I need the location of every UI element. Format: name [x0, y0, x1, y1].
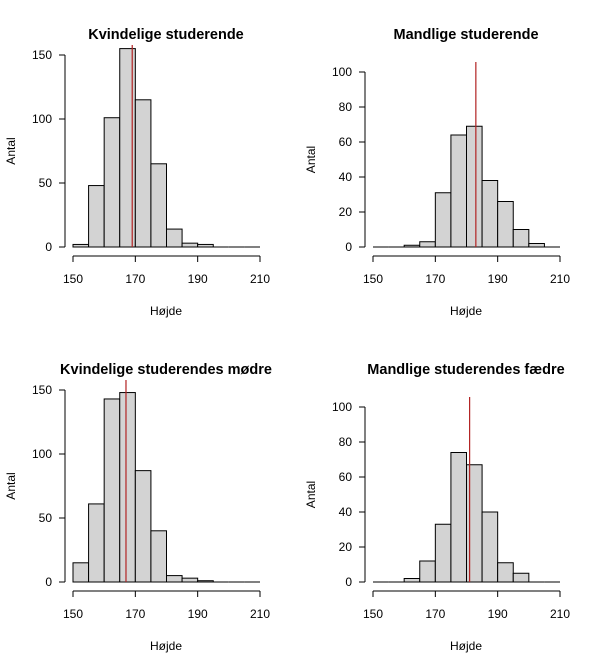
y-tick-label: 0	[45, 240, 52, 254]
x-tick-label: 190	[188, 607, 208, 621]
x-tick-label: 210	[550, 272, 570, 286]
histogram-bar	[481, 511, 499, 583]
histogram-bar	[497, 562, 514, 583]
y-tick-label: 50	[39, 511, 53, 525]
histogram-bar	[403, 578, 421, 583]
histogram-bar	[181, 577, 199, 583]
histogram-bar	[88, 185, 105, 248]
x-axis-label: Højde	[450, 304, 482, 318]
x-tick-label: 170	[425, 272, 445, 286]
y-tick-label: 100	[32, 447, 52, 461]
y-tick-label: 100	[332, 65, 352, 79]
x-axis-label: Højde	[150, 639, 182, 653]
y-tick-label: 20	[339, 540, 353, 554]
y-tick-label: 40	[339, 170, 353, 184]
histogram-bar	[72, 243, 90, 248]
histogram-bar	[450, 452, 467, 583]
histogram-bar	[134, 470, 152, 583]
x-tick-label: 210	[250, 607, 270, 621]
histogram-bar	[119, 392, 136, 583]
histogram-bar	[166, 228, 183, 248]
histogram-bar	[150, 530, 168, 583]
y-axis-label: Antal	[304, 146, 318, 173]
histogram-bar	[481, 180, 499, 248]
y-axis-label: Antal	[304, 481, 318, 508]
histogram-bar	[103, 398, 121, 583]
x-tick-label: 150	[363, 607, 383, 621]
x-tick-label: 170	[425, 607, 445, 621]
y-tick-label: 150	[32, 48, 52, 62]
x-tick-label: 190	[488, 272, 508, 286]
histogram-bar	[466, 464, 483, 583]
histogram-bar	[528, 243, 545, 248]
y-tick-label: 0	[45, 575, 52, 589]
y-axis-label: Antal	[4, 472, 18, 499]
y-axis-label: Antal	[4, 137, 18, 164]
x-tick-label: 190	[488, 607, 508, 621]
x-tick-label: 170	[125, 607, 145, 621]
y-tick-label: 40	[339, 505, 353, 519]
y-tick-label: 60	[339, 135, 353, 149]
y-tick-label: 60	[339, 470, 353, 484]
chart-title: Kvindelige studerende	[88, 27, 244, 43]
histogram-bar	[434, 192, 452, 248]
x-axis-label: Højde	[150, 304, 182, 318]
x-tick-label: 170	[125, 272, 145, 286]
histogram-bar	[72, 562, 90, 583]
histogram-bar	[497, 201, 514, 248]
x-axis-label: Højde	[450, 639, 482, 653]
histogram-bar	[434, 523, 452, 583]
x-tick-label: 150	[363, 272, 383, 286]
histogram-bar	[134, 99, 152, 248]
histogram-bar	[450, 134, 467, 248]
histogram-bar	[512, 572, 530, 583]
histogram-panel-2: Mandlige studerende 150 170 190 210 0 20 40 60 80…	[304, 27, 570, 318]
histogram-panel-3: Kvindelige studerendes mødre 150 170 190 210…	[4, 362, 272, 653]
y-tick-label: 0	[345, 575, 352, 589]
y-tick-label: 80	[339, 435, 353, 449]
y-tick-label: 80	[339, 100, 353, 114]
histogram-bar	[197, 243, 214, 248]
histogram-bar	[88, 503, 105, 583]
histogram-bar	[119, 48, 136, 248]
y-tick-label: 50	[39, 176, 53, 190]
histogram-bar	[103, 117, 121, 248]
histogram-bar	[419, 241, 436, 248]
histogram-panel-1: Kvindelige studerende 150 170 190 210 0 50 100 1…	[4, 27, 270, 318]
histogram-bar	[403, 244, 421, 248]
histogram-bar	[150, 163, 168, 248]
x-tick-label: 190	[188, 272, 208, 286]
histogram-bar	[166, 575, 183, 583]
y-tick-label: 20	[339, 205, 353, 219]
y-tick-label: 0	[345, 240, 352, 254]
x-tick-label: 210	[250, 272, 270, 286]
x-tick-label: 150	[63, 607, 83, 621]
y-tick-label: 150	[32, 383, 52, 397]
histogram-bar	[197, 580, 214, 583]
histogram-panel-4: Mandlige studerendes fædre 150 170 190 210 0 2…	[304, 362, 570, 653]
histogram-bar	[512, 229, 530, 248]
chart-title: Mandlige studerende	[393, 27, 538, 43]
histogram-bar	[181, 242, 199, 248]
y-tick-label: 100	[32, 112, 52, 126]
chart-title: Mandlige studerendes fædre	[367, 362, 564, 378]
chart-title: Kvindelige studerendes mødre	[60, 362, 272, 378]
histogram-bar	[466, 125, 483, 248]
histogram-bar	[419, 560, 436, 583]
x-tick-label: 210	[550, 607, 570, 621]
y-tick-label: 100	[332, 400, 352, 414]
x-tick-label: 150	[63, 272, 83, 286]
